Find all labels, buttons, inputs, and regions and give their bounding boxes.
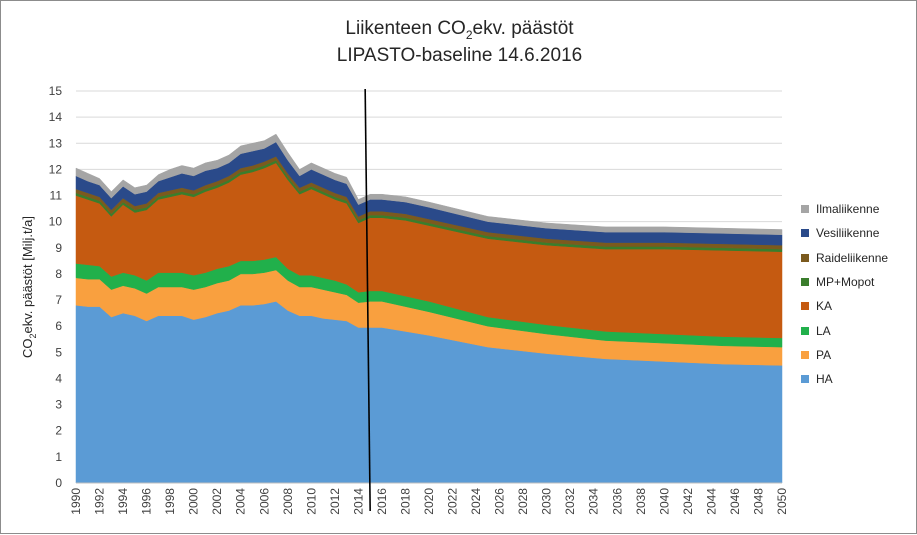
y-tick-label: 15 — [49, 84, 63, 98]
chart-title-main: Liikenteen CO — [345, 18, 466, 39]
legend-label: Vesiliikenne — [816, 226, 880, 241]
y-tick-label: 11 — [50, 189, 63, 203]
x-tick-label: 2000 — [187, 488, 201, 515]
legend-label: Ilmaliikenne — [816, 202, 880, 217]
legend-swatch — [801, 253, 809, 262]
legend-item: KA — [801, 294, 888, 318]
legend-label: LA — [816, 323, 831, 338]
x-tick-label: 2026 — [493, 488, 507, 515]
x-tick-label: 1996 — [140, 488, 154, 515]
legend-swatch — [801, 326, 809, 335]
x-tick-label: 2050 — [775, 488, 789, 515]
chart-legend: Ilmaliikenne Vesiliikenne Raideliikenne MP+… — [801, 197, 888, 391]
y-tick-label: 1 — [55, 450, 62, 464]
legend-item: MP+Mopot — [801, 270, 888, 294]
y-tick-label: 0 — [55, 476, 62, 490]
y-tick-label: 12 — [49, 162, 63, 176]
legend-swatch — [801, 350, 809, 359]
y-tick-label: 2 — [55, 424, 62, 438]
legend-item: Raideliikenne — [801, 246, 888, 270]
y-tick-label: 8 — [55, 267, 62, 281]
chart-title-subscript: 2 — [465, 27, 473, 42]
y-tick-label: 4 — [55, 371, 62, 385]
legend-item: HA — [801, 367, 888, 391]
x-tick-label: 2046 — [728, 488, 742, 515]
x-tick-label: 2008 — [281, 488, 295, 515]
x-tick-label: 1998 — [163, 488, 177, 515]
legend-label: MP+Mopot — [816, 275, 875, 290]
baseline-divider-line — [364, 88, 371, 512]
x-tick-label: 2038 — [634, 488, 648, 515]
legend-label: PA — [816, 347, 832, 362]
x-tick-label: 1992 — [93, 488, 107, 515]
x-tick-label: 2018 — [398, 488, 412, 515]
legend-swatch — [801, 205, 809, 214]
x-tick-label: 2010 — [304, 488, 318, 515]
x-tick-label: 2028 — [516, 488, 530, 515]
x-tick-label: 2042 — [681, 488, 695, 515]
legend-swatch — [801, 278, 809, 287]
x-tick-label: 2044 — [704, 488, 718, 515]
legend-item: PA — [801, 343, 888, 367]
legend-label: Raideliikenne — [816, 250, 889, 265]
y-tick-label: 14 — [49, 110, 63, 124]
legend-swatch — [801, 302, 809, 311]
x-tick-label: 2016 — [375, 488, 389, 515]
x-tick-label: 2004 — [234, 488, 248, 515]
x-tick-label: 1990 — [69, 488, 83, 515]
chart-title: Liikenteen CO2ekv. päästöt — [1, 18, 917, 42]
x-tick-label: 2012 — [328, 488, 342, 515]
x-tick-label: 2030 — [540, 488, 554, 515]
y-tick-label: 13 — [49, 136, 63, 150]
x-tick-label: 2034 — [587, 488, 601, 515]
legend-item: Ilmaliikenne — [801, 197, 888, 221]
area-ilmaliikenne — [75, 133, 783, 235]
x-tick-label: 2024 — [469, 488, 483, 515]
x-tick-label: 2048 — [751, 488, 765, 515]
legend-label: HA — [816, 372, 833, 387]
legend-swatch — [801, 229, 809, 238]
y-tick-label: 5 — [55, 345, 62, 359]
x-tick-label: 2022 — [446, 488, 460, 515]
y-tick-label: 6 — [55, 319, 62, 333]
x-tick-label: 2036 — [610, 488, 624, 515]
legend-item: LA — [801, 318, 888, 342]
x-tick-label: 2040 — [657, 488, 671, 515]
x-tick-label: 2014 — [351, 488, 365, 515]
legend-label: KA — [816, 299, 833, 314]
y-tick-label: 7 — [55, 293, 62, 307]
y-tick-label: 10 — [49, 215, 63, 229]
legend-swatch — [801, 375, 809, 384]
y-tick-label: 3 — [55, 398, 62, 412]
legend-item: Vesiliikenne — [801, 221, 888, 245]
chart-title-suffix: ekv. päästöt — [472, 18, 574, 39]
x-tick-label: 2032 — [563, 488, 577, 515]
x-tick-label: 2020 — [422, 488, 436, 515]
x-tick-label: 1994 — [116, 488, 130, 515]
y-tick-label: 9 — [55, 241, 62, 255]
x-tick-label: 2002 — [210, 488, 224, 515]
x-tick-label: 2006 — [257, 488, 271, 515]
chart-subtitle: LIPASTO-baseline 14.6.2016 — [336, 45, 583, 66]
